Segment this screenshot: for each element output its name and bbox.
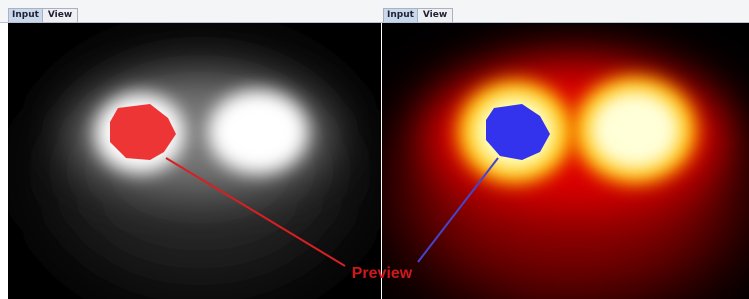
heatmap-image [382, 23, 749, 299]
viewer: Preview [0, 0, 749, 299]
annotation: Preview [352, 265, 413, 282]
page: Input View Input View Preview (() => { c… [0, 0, 749, 299]
grayscale-image [8, 23, 381, 299]
